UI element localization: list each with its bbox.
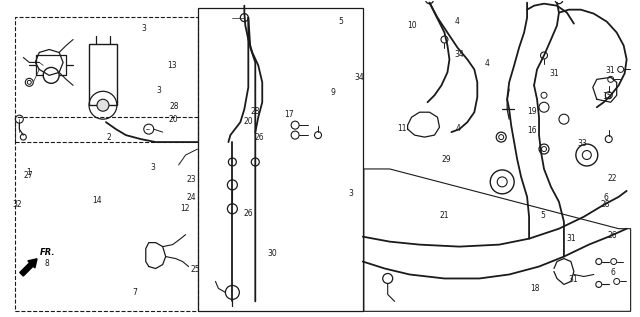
Text: 26: 26 xyxy=(255,133,264,142)
Text: 28: 28 xyxy=(170,102,179,111)
Text: 18: 18 xyxy=(531,284,540,293)
Text: 5: 5 xyxy=(541,211,545,220)
FancyArrow shape xyxy=(20,259,37,276)
Text: 3: 3 xyxy=(156,86,161,95)
Bar xyxy=(89,43,117,105)
Text: 17: 17 xyxy=(285,110,294,120)
Text: 31: 31 xyxy=(569,275,579,284)
Text: 21: 21 xyxy=(440,211,449,220)
Bar xyxy=(15,16,198,142)
Text: 9: 9 xyxy=(330,88,335,97)
Text: 15: 15 xyxy=(602,92,612,100)
Text: 31: 31 xyxy=(567,234,577,243)
Text: 12: 12 xyxy=(180,204,189,213)
Text: 16: 16 xyxy=(527,126,536,135)
Bar xyxy=(198,8,363,311)
Text: 29: 29 xyxy=(442,155,451,164)
Text: 7: 7 xyxy=(132,288,138,297)
Text: 28: 28 xyxy=(250,107,260,116)
Text: 34: 34 xyxy=(355,73,364,81)
Text: 20: 20 xyxy=(168,114,179,124)
Text: 13: 13 xyxy=(167,61,177,70)
Text: 24: 24 xyxy=(186,192,196,202)
Text: 10: 10 xyxy=(408,22,417,30)
Text: 34: 34 xyxy=(454,50,464,60)
Text: 31: 31 xyxy=(550,69,559,78)
Text: 2: 2 xyxy=(106,133,111,141)
Text: 3: 3 xyxy=(348,189,353,198)
Text: 28: 28 xyxy=(601,200,610,209)
Text: 33: 33 xyxy=(578,139,588,148)
Text: 11: 11 xyxy=(397,124,406,133)
Text: 31: 31 xyxy=(605,66,615,75)
Text: 26: 26 xyxy=(244,209,253,218)
Text: 6: 6 xyxy=(611,268,616,277)
Text: 3: 3 xyxy=(141,24,147,33)
Text: 20: 20 xyxy=(244,117,253,126)
Text: 4: 4 xyxy=(456,124,461,133)
Text: 19: 19 xyxy=(527,107,536,116)
Text: 26: 26 xyxy=(607,231,617,240)
Text: 5: 5 xyxy=(339,17,344,26)
Text: 25: 25 xyxy=(191,265,200,274)
Text: 14: 14 xyxy=(92,196,102,205)
Bar xyxy=(15,117,198,311)
Text: 23: 23 xyxy=(186,175,196,184)
Text: 32: 32 xyxy=(13,200,22,209)
Text: 30: 30 xyxy=(268,249,277,258)
Text: 1: 1 xyxy=(26,168,31,177)
Text: 27: 27 xyxy=(23,171,33,180)
Circle shape xyxy=(97,99,109,111)
Text: 22: 22 xyxy=(607,174,616,183)
Text: 8: 8 xyxy=(45,259,50,268)
Text: 4: 4 xyxy=(454,17,460,26)
Text: FR.: FR. xyxy=(40,248,56,257)
Text: 4: 4 xyxy=(484,59,490,68)
Text: 3: 3 xyxy=(150,163,156,172)
Text: 6: 6 xyxy=(603,192,608,202)
